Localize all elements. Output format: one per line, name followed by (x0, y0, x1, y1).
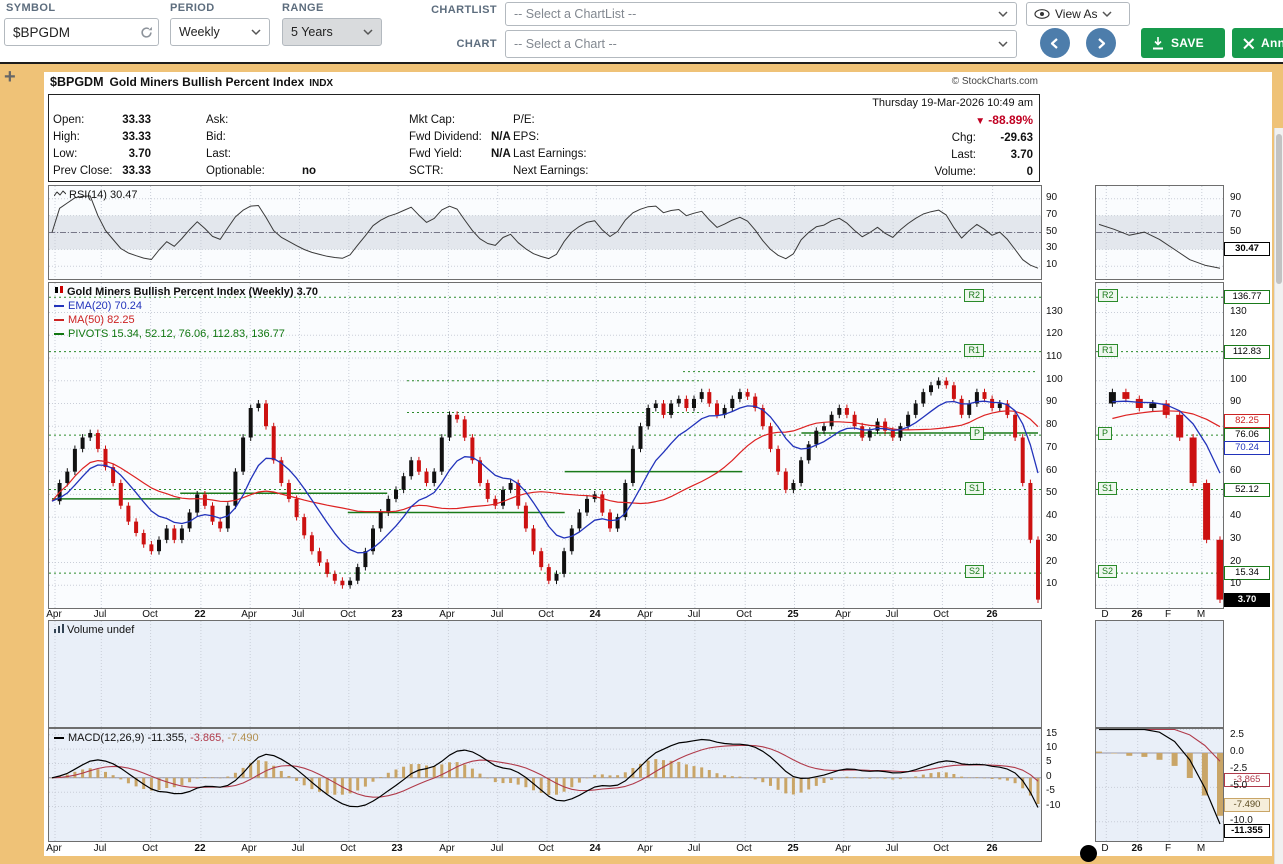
annotate-tools-icon (1243, 37, 1255, 49)
percent-change: -88.89% (988, 113, 1033, 127)
annotate-button[interactable]: Annotate (1232, 28, 1283, 58)
top-toolbar: SYMBOL PERIOD Weekly RANGE 5 Years CHART… (0, 0, 1283, 62)
chart-exchange: INDX (309, 78, 334, 89)
rsi-legend: RSI(14) 30.47 (53, 188, 137, 202)
quote-col-bidask: Ask: Bid: Last: Optionable: no (206, 114, 316, 177)
candlestick-icon (54, 286, 64, 298)
chevron-down-icon (1102, 11, 1112, 17)
quote-col-fundamentals: Mkt Cap: Fwd Dividend: N/A Fwd Yield: N/A … (409, 114, 511, 177)
ema-swatch-icon (54, 305, 64, 308)
download-icon (1153, 37, 1163, 50)
rsi-mini-chart (1096, 186, 1223, 279)
view-as-label: View As (1055, 7, 1098, 21)
view-as-button[interactable]: View As (1026, 2, 1130, 26)
period-label: PERIOD (170, 2, 215, 14)
pivots-swatch-icon (54, 333, 64, 336)
down-triangle-icon: ▼ (975, 116, 986, 127)
price-mini-panel (1095, 282, 1224, 609)
symbol-input[interactable] (5, 24, 134, 40)
macd-chart (49, 729, 1041, 841)
price-panel: Gold Miners Bullish Percent Index (Weekl… (48, 282, 1042, 609)
volume-mini-chart (1105, 621, 1203, 727)
chartlist-label: CHARTLIST (431, 4, 497, 16)
refresh-icon[interactable] (134, 26, 158, 39)
toolbar-divider (0, 62, 1283, 64)
scrollbar-thumb[interactable] (1276, 134, 1282, 284)
range-value: 5 Years (291, 25, 333, 39)
period-value: Weekly (179, 25, 220, 39)
period-select[interactable]: Weekly (170, 18, 270, 46)
chevron-down-icon (363, 29, 373, 35)
quote-datetime: Thursday 19-Mar-2026 10:49 am (872, 97, 1033, 109)
macd-legend: MACD(12,26,9) -11.355, -3.865, -7.490 (54, 731, 259, 745)
range-select[interactable]: 5 Years (282, 18, 382, 46)
eye-icon (1034, 9, 1050, 19)
macd-mini-panel (1095, 728, 1224, 842)
macd-mini-chart (1096, 728, 1223, 841)
save-button[interactable]: SAVE (1141, 28, 1225, 58)
macd-swatch-icon (54, 737, 64, 740)
annotate-label: Annotate (1261, 36, 1283, 50)
chevron-down-icon (998, 41, 1008, 47)
macd-panel: MACD(12,26,9) -11.355, -3.865, -7.490 (48, 728, 1042, 842)
symbol-input-box (4, 18, 159, 46)
chart-workspace: + $BPGDM Gold Miners Bullish Percent Inde… (0, 64, 1283, 864)
rsi-chart (49, 186, 1041, 279)
price-mini-chart (1096, 283, 1224, 608)
rsi-mini-panel (1095, 185, 1224, 280)
chart-select[interactable]: -- Select a Chart -- (505, 30, 1017, 58)
quote-col-ohlc: Open: 33.33 High: 33.33 Low: 3.70 Prev Clos… (53, 114, 151, 177)
copyright: © StockCharts.com (951, 76, 1038, 87)
chart-symbol: $BPGDM (50, 75, 104, 89)
next-chart-button[interactable] (1086, 28, 1116, 58)
overlay-widget-button[interactable] (1080, 845, 1097, 862)
chart-select-label: CHART (456, 38, 497, 50)
chartlist-select[interactable]: -- Select a ChartList -- (505, 2, 1017, 26)
quote-col-earnings: P/E: EPS: Last Earnings: Next Earnings: (513, 114, 589, 177)
range-label: RANGE (282, 2, 324, 14)
price-chart (49, 283, 1041, 608)
expand-plus-button[interactable]: + (4, 66, 16, 88)
quote-col-change: ▼ -88.89% Chg: -29.63 Last: 3.70 Volume: 0 (934, 113, 1033, 178)
volume-bars-icon (54, 624, 64, 636)
price-legend: Gold Miners Bullish Percent Index (Weekl… (54, 285, 318, 341)
rsi-panel: RSI(14) 30.47 (48, 185, 1042, 280)
chevron-down-icon (998, 11, 1008, 17)
quote-panel: Thursday 19-Mar-2026 10:49 am Open: 33.33… (48, 94, 1040, 182)
prev-chart-button[interactable] (1040, 28, 1070, 58)
chart-name: Gold Miners Bullish Percent Index (109, 75, 305, 89)
volume-panel: Volume undef (48, 620, 1042, 728)
volume-legend: Volume undef (54, 623, 134, 637)
chevron-right-icon (1098, 37, 1106, 49)
save-label: SAVE (1171, 36, 1204, 50)
symbol-label: SYMBOL (6, 2, 56, 14)
ma-swatch-icon (54, 319, 64, 322)
vertical-scrollbar[interactable] (1274, 128, 1283, 864)
chart-select-value: -- Select a Chart -- (514, 37, 617, 51)
volume-mini-panel (1095, 620, 1224, 728)
chartlist-value: -- Select a ChartList -- (514, 7, 637, 21)
chevron-down-icon (251, 29, 261, 35)
chart-title: $BPGDM Gold Miners Bullish Percent Index I… (50, 75, 333, 89)
rsi-icon (53, 189, 67, 201)
chevron-left-icon (1050, 37, 1058, 49)
volume-chart (54, 621, 994, 727)
